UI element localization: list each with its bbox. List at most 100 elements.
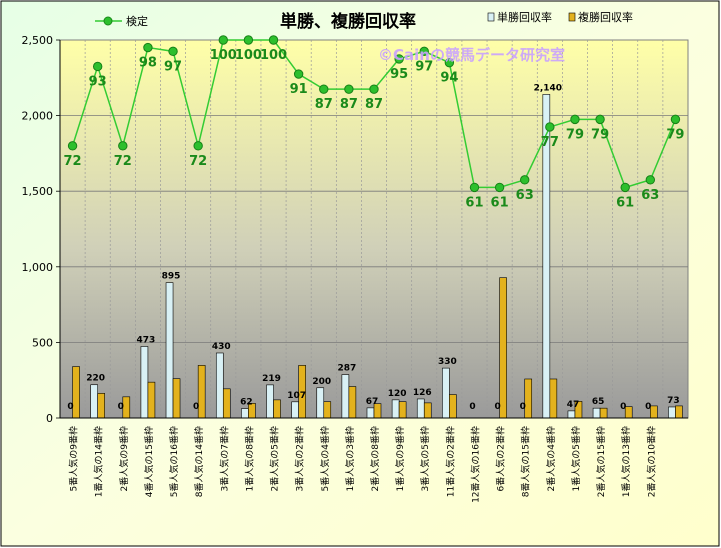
kentei-point — [595, 114, 605, 125]
kentei-data-label: 72 — [114, 154, 132, 169]
kentei-data-label: 61 — [616, 195, 634, 210]
win-rate-bar — [668, 406, 676, 419]
kentei-data-label: 63 — [641, 188, 659, 203]
win-rate-data-label: 219 — [262, 374, 281, 384]
kentei-data-label: 79 — [566, 127, 584, 142]
win-rate-bar — [165, 282, 174, 419]
x-category-label: 3番人気の5番枠 — [419, 426, 431, 491]
kentei-data-label: 61 — [465, 195, 483, 210]
x-category-label: 2番人気の9番枠 — [118, 426, 130, 491]
win-rate-data-label: 473 — [137, 335, 156, 345]
kentei-point — [620, 182, 630, 193]
x-category-label: 8番人気の15番枠 — [520, 426, 532, 497]
legend-bar2-swatch — [568, 12, 576, 22]
x-category-label: 1番人気の8番枠 — [243, 426, 255, 491]
win-rate-data-label: 47 — [567, 400, 580, 410]
kentei-point — [268, 35, 279, 45]
watermark: ©Cainの競馬データ研究室 — [378, 46, 565, 64]
x-category-label: 5番人気の4番枠 — [319, 426, 331, 491]
x-category-label: 1番人気の9番枠 — [394, 426, 406, 491]
kentei-point — [243, 35, 254, 45]
place-rate-bar — [273, 399, 281, 419]
win-rate-data-label: 2,140 — [534, 83, 562, 93]
place-rate-bar — [524, 378, 533, 419]
place-rate-bar — [398, 401, 407, 419]
place-rate-bar — [449, 394, 457, 419]
win-rate-data-label: 220 — [86, 374, 105, 384]
legend-line-marker — [103, 16, 113, 26]
kentei-data-label: 79 — [666, 127, 684, 142]
win-rate-data-label: 62 — [240, 398, 253, 408]
win-rate-data-label: 895 — [162, 272, 181, 282]
kentei-point — [570, 114, 580, 125]
win-rate-data-label: 73 — [667, 396, 680, 406]
kentei-point — [168, 46, 178, 57]
place-rate-bar — [172, 378, 181, 419]
kentei-data-label: 72 — [64, 154, 82, 169]
win-rate-bar — [442, 367, 450, 419]
x-category-label: 2番人気の5番枠 — [269, 426, 281, 491]
win-rate-data-label: 0 — [620, 402, 626, 412]
kentei-point — [344, 84, 354, 94]
place-rate-bar — [147, 381, 156, 419]
win-rate-data-label: 107 — [287, 391, 306, 401]
x-category-label: 4番人気の15番枠 — [143, 426, 155, 497]
line-layer — [67, 35, 681, 193]
win-rate-bar — [567, 410, 576, 419]
kentei-data-label: 61 — [491, 195, 509, 210]
x-category-label: 3番人気の7番枠 — [218, 426, 230, 491]
grid-layer — [60, 40, 688, 418]
kentei-point — [645, 175, 656, 185]
win-rate-bar — [316, 387, 325, 419]
kentei-data-label: 87 — [340, 97, 358, 112]
win-rate-data-label: 67 — [366, 397, 379, 407]
win-rate-data-label: 0 — [118, 402, 124, 412]
y-tick-label: 500 — [32, 336, 53, 349]
place-rate-bar — [222, 388, 231, 419]
y-tick-label: 1,500 — [22, 185, 54, 198]
win-rate-data-label: 0 — [520, 402, 526, 412]
legend-bar1-label: 単勝回収率 — [497, 10, 552, 24]
kentei-point — [545, 122, 555, 132]
y-tick-label: 1,000 — [22, 261, 54, 274]
place-rate-bar — [323, 401, 332, 419]
place-rate-bar — [549, 378, 558, 419]
kentei-point — [319, 84, 329, 94]
kentei-point — [143, 42, 153, 53]
kentei-point — [193, 141, 203, 151]
x-category-label: 1番人気の5番枠 — [570, 426, 582, 491]
win-rate-data-label: 0 — [67, 402, 73, 412]
win-rate-data-label: 0 — [645, 402, 651, 412]
legend-line-label: 検定 — [126, 14, 148, 28]
x-category-label: 5番人気の16番枠 — [168, 426, 180, 497]
win-rate-bar — [140, 346, 149, 419]
kentei-point — [218, 35, 228, 45]
kentei-data-label: 87 — [365, 97, 383, 112]
kentei-point — [67, 141, 78, 151]
place-rate-bar — [97, 393, 105, 419]
axis-layer: 0 500 1,000 1,500 2,000 2,500 5番人気の9番枠 1番人気の14番… — [22, 34, 688, 503]
win-rate-bar — [90, 384, 98, 419]
kentei-data-label: 100 — [235, 48, 262, 63]
x-category-label: 1番人気の3番枠 — [344, 426, 356, 491]
y-tick-label: 0 — [46, 412, 53, 425]
win-rate-data-label: 287 — [337, 364, 356, 374]
win-rate-data-label: 65 — [592, 397, 605, 407]
kentei-point — [520, 175, 530, 185]
win-rate-data-label: 430 — [212, 342, 231, 352]
y-tick-label: 2,500 — [22, 34, 54, 47]
kentei-point — [469, 182, 480, 193]
win-rate-data-label: 0 — [193, 402, 199, 412]
win-rate-data-label: 126 — [413, 388, 432, 398]
win-rate-bar — [391, 399, 400, 419]
bars-layer — [72, 94, 683, 419]
kentei-data-label: 72 — [189, 154, 207, 169]
x-category-label: 12番人気の16番枠 — [469, 426, 481, 503]
legend-bar2-label: 複勝回収率 — [578, 10, 633, 24]
win-rate-data-label: 0 — [494, 402, 500, 412]
x-category-label: 1番人気の13番枠 — [620, 426, 632, 497]
x-category-label: 2番人気の10番枠 — [645, 426, 657, 497]
kentei-point — [118, 141, 128, 151]
